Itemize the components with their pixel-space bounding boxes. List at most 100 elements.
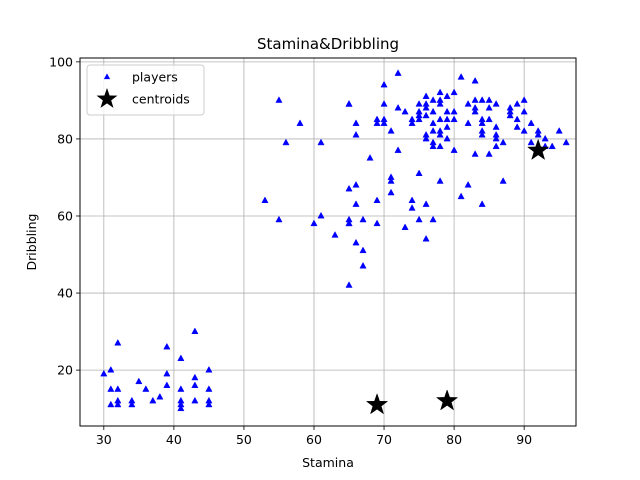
plot-frame	[79, 57, 577, 427]
player-point	[450, 88, 458, 96]
player-point	[457, 192, 465, 200]
player-point	[275, 96, 283, 103]
player-point	[429, 142, 437, 150]
player-point	[513, 100, 521, 107]
y-axis-ticks: 20 40 60 80 100	[49, 54, 80, 378]
player-point	[359, 246, 367, 254]
player-point	[128, 400, 136, 408]
player-point	[317, 211, 325, 219]
player-point	[436, 130, 444, 138]
player-point	[261, 196, 269, 203]
player-point	[345, 219, 353, 227]
legend-label-players: players	[132, 70, 178, 85]
player-point	[415, 215, 423, 223]
player-point	[443, 123, 451, 130]
player-point	[135, 377, 143, 385]
player-point	[478, 119, 486, 126]
centroid-marker	[526, 138, 550, 160]
player-point	[478, 200, 486, 207]
player-point	[387, 188, 395, 196]
player-point	[492, 123, 500, 130]
player-point	[422, 103, 430, 111]
player-point	[191, 373, 199, 381]
player-point	[387, 177, 395, 184]
player-point	[401, 107, 409, 115]
player-point	[541, 134, 549, 142]
player-point	[149, 396, 157, 404]
player-point	[177, 385, 185, 392]
y-tick-label: 80	[57, 131, 73, 146]
player-point	[387, 127, 395, 134]
x-tick-label: 40	[166, 432, 182, 447]
player-point	[527, 138, 535, 146]
player-point	[436, 115, 444, 123]
player-point	[471, 150, 479, 157]
player-point	[443, 92, 451, 99]
player-point	[443, 107, 451, 115]
player-point	[464, 100, 472, 107]
grid	[80, 58, 576, 426]
player-point	[310, 219, 318, 227]
player-point	[478, 96, 486, 103]
player-point	[436, 142, 444, 150]
player-point	[191, 381, 199, 388]
player-point	[499, 138, 507, 146]
legend-marker-players	[103, 73, 111, 80]
player-point	[345, 100, 353, 107]
player-point	[205, 385, 213, 392]
x-tick-label: 50	[236, 432, 252, 447]
player-point	[485, 103, 493, 111]
player-point	[422, 134, 430, 142]
player-point	[443, 115, 451, 123]
y-tick-label: 40	[57, 286, 73, 301]
player-point	[107, 366, 115, 373]
player-point	[317, 138, 325, 146]
player-point	[478, 130, 486, 138]
player-point	[156, 392, 164, 400]
player-point	[373, 219, 381, 227]
player-point	[450, 107, 458, 115]
x-tick-label: 60	[306, 432, 322, 447]
player-point	[527, 119, 535, 126]
player-point	[562, 138, 570, 146]
player-point	[345, 184, 353, 192]
player-point	[359, 261, 367, 269]
player-point	[429, 127, 437, 134]
player-point	[415, 169, 423, 177]
player-point	[191, 327, 199, 335]
player-point	[429, 107, 437, 115]
player-point	[436, 100, 444, 107]
player-point	[422, 200, 430, 207]
player-point	[506, 111, 514, 119]
player-point	[191, 396, 199, 404]
player-point	[485, 150, 493, 157]
player-point	[408, 204, 416, 211]
player-point	[436, 88, 444, 96]
player-point	[331, 231, 339, 238]
player-point	[534, 130, 542, 138]
player-point	[443, 134, 451, 142]
player-point	[205, 366, 213, 373]
centroid-marker	[435, 389, 459, 411]
player-point	[352, 181, 360, 188]
player-point	[485, 115, 493, 123]
player-point	[352, 130, 360, 138]
player-point	[520, 127, 528, 134]
player-point	[520, 96, 528, 103]
player-point	[373, 196, 381, 203]
player-point	[380, 119, 388, 126]
player-point	[114, 385, 122, 392]
player-point	[408, 196, 416, 203]
x-tick-label: 70	[376, 432, 392, 447]
player-point	[492, 134, 500, 142]
player-point	[345, 281, 353, 288]
player-point	[114, 339, 122, 346]
player-point	[366, 154, 374, 161]
y-tick-label: 100	[49, 54, 73, 69]
player-point	[352, 238, 360, 246]
legend: players centroids	[86, 64, 205, 116]
player-point	[492, 142, 500, 150]
player-point	[163, 381, 171, 388]
player-point	[107, 400, 115, 408]
player-point	[352, 200, 360, 207]
